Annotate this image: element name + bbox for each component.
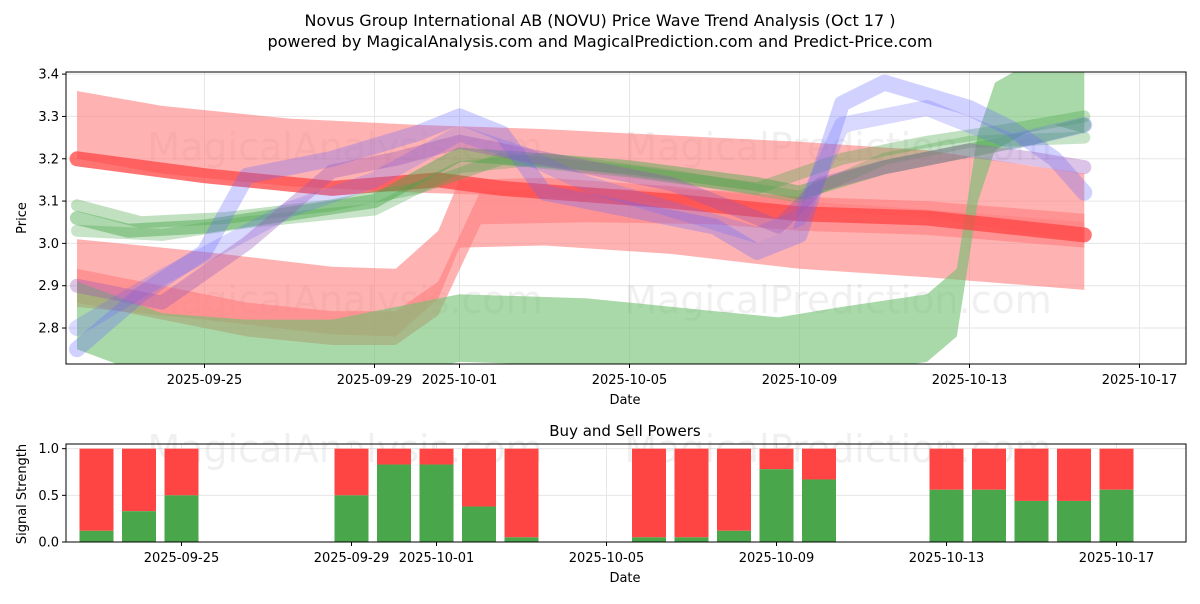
red-lower-band <box>77 188 1085 345</box>
sell-bar <box>632 448 666 538</box>
signal-xtick-label: 2025-10-01 <box>399 551 475 566</box>
sell-bar <box>674 448 709 538</box>
signal-bars <box>79 448 1134 542</box>
buy-bar <box>802 479 836 542</box>
price-ytick-label: 3.3 <box>38 110 59 125</box>
signal-xtick-label: 2025-10-09 <box>739 551 815 566</box>
sell-bar <box>759 448 794 470</box>
green-line-2 <box>71 110 1091 229</box>
price-y-ticks: 2.8 2.9 3.0 3.1 3.2 3.3 3.4 <box>38 68 66 337</box>
sell-bar <box>164 448 199 496</box>
red-line <box>69 151 1092 243</box>
sell-bar <box>334 448 369 496</box>
buy-bar <box>632 537 666 542</box>
signal-xtick-label: 2025-10-17 <box>1079 551 1155 566</box>
sell-bar <box>377 448 411 465</box>
sell-bar <box>717 448 751 531</box>
signal-xtick-label: 2025-10-13 <box>909 551 985 566</box>
green-line-3 <box>71 131 1091 241</box>
sell-bar <box>419 448 454 465</box>
sell-bar <box>122 448 156 512</box>
buy-bar <box>759 469 794 542</box>
sell-bar <box>802 448 836 480</box>
buy-bar <box>122 511 156 542</box>
signal-x-label: Date <box>609 571 640 586</box>
price-ytick-label: 3.1 <box>38 195 59 210</box>
price-y-label: Price <box>15 202 30 234</box>
buy-bar <box>1014 500 1049 542</box>
green-low-band <box>77 72 1085 364</box>
blue-line-1 <box>69 74 1093 358</box>
sell-bar <box>1057 448 1091 501</box>
price-ytick-label: 3.0 <box>38 237 59 252</box>
price-xtick-label: 2025-09-25 <box>167 373 243 388</box>
buy-bar <box>1057 500 1091 542</box>
signal-xtick-label: 2025-09-29 <box>314 551 390 566</box>
signal-y-label: Signal Strength <box>15 444 30 544</box>
buy-bar <box>1099 489 1134 542</box>
price-xtick-label: 2025-09-29 <box>337 373 413 388</box>
price-ytick-label: 2.8 <box>38 322 59 337</box>
sell-bar <box>79 448 114 531</box>
buy-bar <box>79 530 114 542</box>
buy-bar <box>164 495 199 542</box>
green-line-1 <box>70 117 1092 238</box>
price-ytick-label: 2.9 <box>38 279 59 294</box>
signal-panel: Buy and Sell Powers MagicalAnalysis.com … <box>15 422 1187 586</box>
signal-ytick-label: 0.0 <box>38 536 59 551</box>
buy-bar <box>334 495 369 542</box>
blue-line-2 <box>69 100 1093 336</box>
price-xtick-label: 2025-10-09 <box>762 373 838 388</box>
price-x-ticks: 2025-09-25 2025-09-29 2025-10-01 2025-10-05… <box>167 364 1178 388</box>
buy-bar <box>462 506 496 542</box>
buy-bar <box>717 530 751 542</box>
price-ytick-label: 3.4 <box>38 68 59 83</box>
signal-ytick-label: 0.5 <box>38 489 59 504</box>
sell-bar <box>462 448 496 507</box>
buy-bar <box>377 464 411 542</box>
buy-bar <box>504 537 539 542</box>
buy-bar <box>419 464 454 542</box>
signal-xtick-label: 2025-09-25 <box>144 551 220 566</box>
buy-bar <box>674 537 709 542</box>
price-xtick-label: 2025-10-17 <box>1102 373 1178 388</box>
signal-ytick-label: 1.0 <box>38 442 59 457</box>
price-panel: MagicalAnalysis.com MagicalPrediction.co… <box>15 68 1187 408</box>
sell-bar <box>929 448 964 490</box>
purple-line <box>70 134 1092 310</box>
price-lines <box>69 74 1093 358</box>
signal-y-ticks: 0.0 0.5 1.0 <box>38 442 66 551</box>
price-axes-frame <box>65 71 1187 365</box>
signal-axes-frame <box>65 443 1187 543</box>
buy-bar <box>972 489 1006 542</box>
price-xtick-label: 2025-10-01 <box>422 373 498 388</box>
signal-x-ticks: 2025-09-25 2025-09-29 2025-10-01 2025-10-05… <box>144 542 1155 566</box>
sell-bar <box>972 448 1006 490</box>
price-x-label: Date <box>609 393 640 408</box>
signal-title: Buy and Sell Powers <box>549 422 701 440</box>
price-xtick-label: 2025-10-13 <box>932 373 1008 388</box>
price-xtick-label: 2025-10-05 <box>592 373 668 388</box>
sell-bar <box>1014 448 1049 501</box>
chart-title-line1: Novus Group International AB (NOVU) Pric… <box>305 11 896 30</box>
sell-bar <box>504 448 539 538</box>
price-ytick-label: 3.2 <box>38 152 59 167</box>
signal-xtick-label: 2025-10-05 <box>569 551 645 566</box>
sell-bar <box>1099 448 1134 490</box>
buy-bar <box>929 489 964 542</box>
chart-title-line2: powered by MagicalAnalysis.com and Magic… <box>267 32 932 51</box>
